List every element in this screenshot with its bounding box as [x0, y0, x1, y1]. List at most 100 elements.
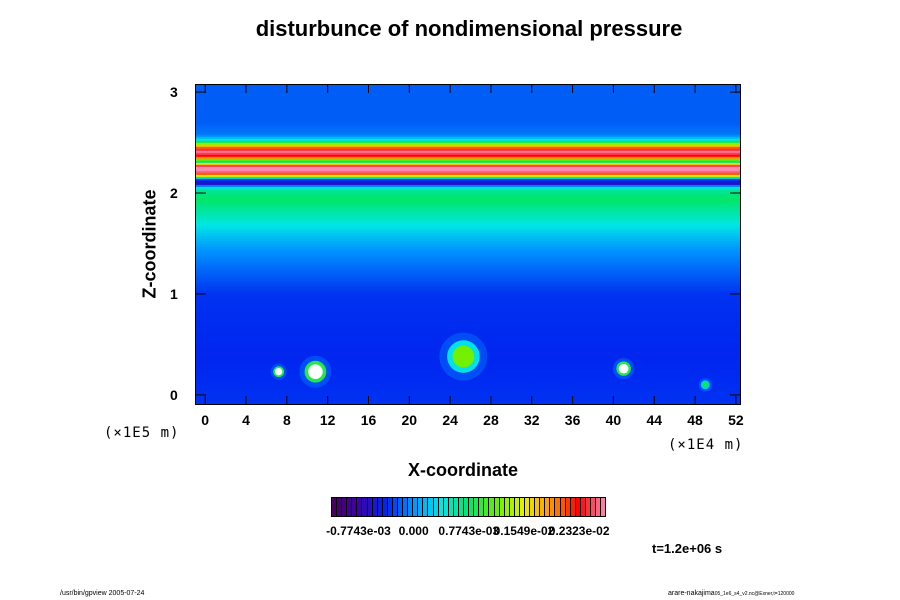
heatmap-band: [196, 116, 740, 119]
heatmap-band: [196, 270, 740, 274]
heatmap-band: [196, 384, 740, 388]
heatmap-band: [196, 246, 740, 250]
heatmap-band: [196, 302, 740, 306]
heatmap-band: [196, 316, 740, 320]
heatmap-band: [196, 136, 740, 139]
heatmap-band: [196, 396, 740, 400]
heatmap-band: [196, 266, 740, 270]
heatmap-band: [196, 398, 740, 402]
colorbar-segment: [408, 498, 414, 516]
heatmap-band: [196, 108, 740, 111]
colorbar-segment: [570, 498, 576, 516]
heatmap-band: [196, 128, 740, 131]
x-tick-label: 4: [242, 412, 250, 428]
heatmap-band: [196, 124, 740, 127]
colorbar-segment: [392, 498, 399, 516]
heatmap-band: [196, 134, 740, 137]
heatmap-band: [196, 110, 740, 113]
colorbar-segment: [494, 498, 500, 516]
heatmap-band: [196, 172, 740, 175]
heatmap-band: [196, 254, 740, 258]
x-tick-label: 24: [442, 412, 458, 428]
heatmap-band: [196, 150, 740, 153]
heatmap-band: [196, 178, 740, 181]
colorbar-segment: [443, 498, 449, 516]
heatmap-band: [196, 288, 740, 292]
heatmap-band: [196, 132, 740, 135]
colorbar-tick-label: 0.000: [398, 524, 429, 538]
plot-area: [195, 84, 741, 405]
y-scale-label: (×1E5 m): [104, 425, 180, 441]
heatmap-band: [196, 176, 740, 179]
heatmap-band: [196, 400, 740, 404]
colorbar-segment: [453, 498, 459, 516]
heatmap-band: [196, 268, 740, 272]
heatmap-band: [196, 310, 740, 314]
colorbar-segment: [530, 498, 536, 516]
heatmap-band: [196, 210, 740, 213]
colorbar-segment: [469, 498, 475, 516]
heatmap-band: [196, 222, 740, 226]
heatmap-feature: [702, 381, 709, 388]
heatmap-band: [196, 230, 740, 234]
heatmap-band: [196, 252, 740, 256]
colorbar-segment: [367, 498, 373, 516]
x-tick-label: 48: [687, 412, 703, 428]
heatmap-band: [196, 138, 740, 141]
colorbar-segment: [464, 498, 470, 516]
heatmap-feature: [618, 363, 629, 374]
colorbar-segment: [382, 498, 388, 516]
heatmap-band: [196, 86, 740, 89]
x-axis-label: X-coordinate: [408, 460, 519, 480]
heatmap-band: [196, 118, 740, 121]
heatmap-band: [196, 390, 740, 394]
heatmap-band: [196, 152, 740, 155]
heatmap-band: [196, 282, 740, 286]
colorbar-segment: [398, 498, 404, 516]
heatmap-band: [196, 220, 740, 224]
x-tick-label: 8: [282, 412, 291, 428]
colorbar-segment: [438, 498, 444, 516]
heatmap-band: [196, 234, 740, 238]
heatmap-band: [196, 312, 740, 316]
heatmap-band: [196, 274, 740, 278]
y-tick-label: 1: [170, 285, 178, 302]
colorbar-segment: [575, 498, 581, 516]
heatmap-band: [196, 248, 740, 252]
heatmap-band: [196, 308, 740, 312]
heatmap-band: [196, 202, 740, 205]
y-tick-label: 0: [170, 386, 178, 403]
heatmap-band: [196, 114, 740, 117]
colorbar-segment: [433, 498, 439, 516]
colorbar-segment: [458, 498, 465, 516]
heatmap-band: [196, 184, 740, 187]
heatmap-band: [196, 258, 740, 262]
colorbar-segment: [474, 498, 480, 516]
heatmap-band: [196, 112, 740, 115]
colorbar-segment: [540, 498, 546, 516]
heatmap-band: [196, 192, 740, 195]
heatmap-band: [196, 92, 740, 95]
heatmap-band: [196, 214, 740, 218]
heatmap-band: [196, 90, 740, 93]
colorbar-segment: [504, 498, 510, 516]
x-scale-label: (×1E4 m): [668, 437, 744, 453]
colorbar-segment: [413, 498, 419, 516]
colorbar-tick-label: 0.7743e-03: [438, 524, 500, 538]
heatmap-band: [196, 388, 740, 392]
heatmap-band: [196, 200, 740, 203]
footer-author: arare-nakajima: [668, 590, 715, 597]
heatmap-band: [196, 294, 740, 298]
heatmap-band: [196, 382, 740, 386]
colorbar-segment: [555, 498, 561, 516]
heatmap-band: [196, 100, 740, 103]
colorbar-segment: [423, 498, 429, 516]
x-tick-label: 32: [523, 412, 540, 428]
heatmap-band: [196, 264, 740, 268]
heatmap-band: [196, 130, 740, 133]
heatmap-band: [196, 88, 740, 91]
colorbar-segment: [585, 498, 591, 516]
heatmap-band: [196, 218, 740, 222]
heatmap-band: [196, 280, 740, 284]
x-tick-label: 40: [605, 412, 622, 428]
